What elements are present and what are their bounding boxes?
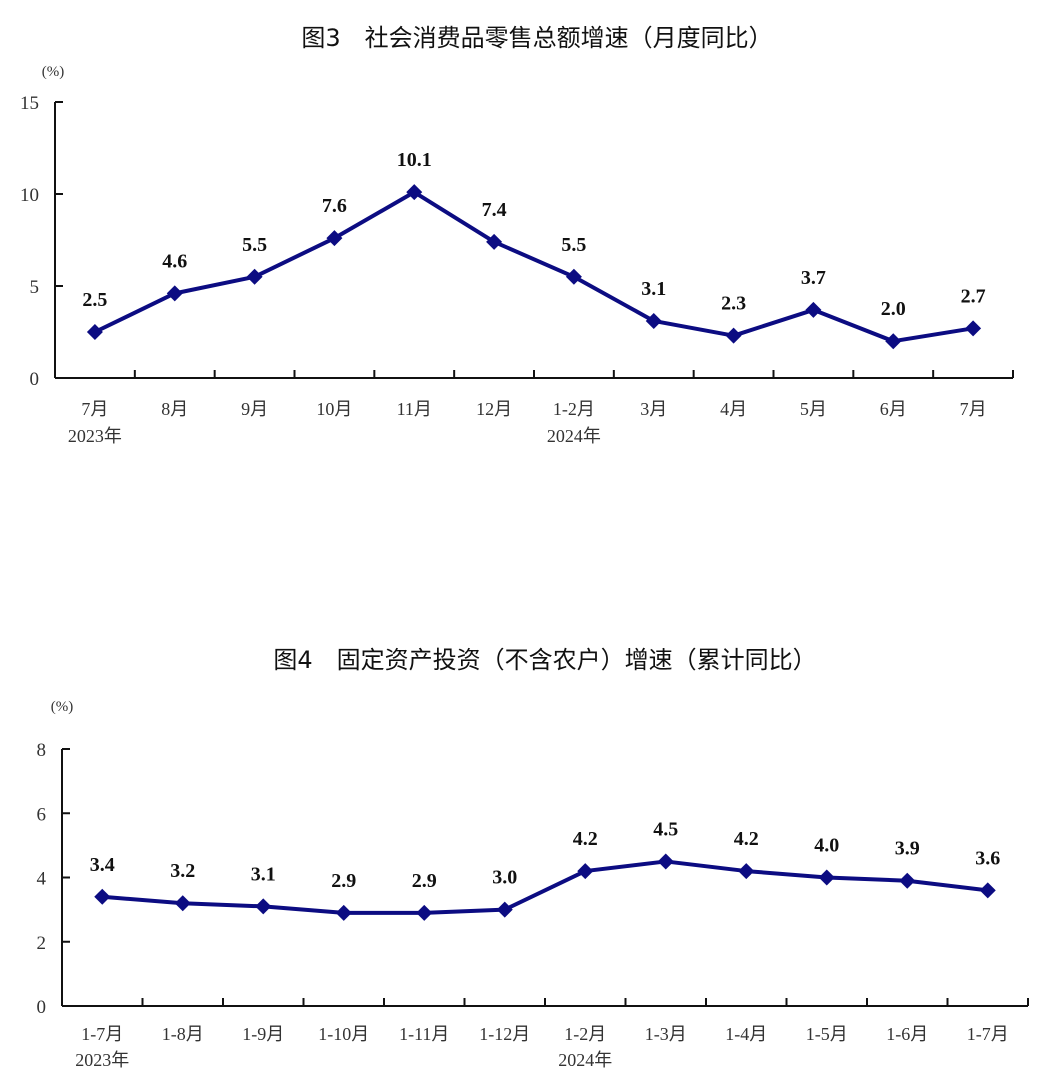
y-axis-unit: (%)	[51, 699, 74, 715]
x-tick-label: 4月	[720, 399, 747, 419]
x-tick-label: 1-5月	[806, 1024, 848, 1044]
data-label: 7.4	[482, 199, 507, 221]
chart-title: 图3 社会消费品零售总额增速（月度同比）	[301, 24, 772, 52]
data-label: 2.3	[721, 293, 746, 315]
data-point-marker	[885, 333, 902, 350]
data-point-marker	[645, 312, 662, 329]
x-tick-label: 1-2月	[564, 1024, 606, 1044]
data-label: 3.1	[641, 278, 666, 300]
data-label: 4.6	[162, 250, 187, 272]
y-tick-label: 4	[37, 869, 47, 890]
data-point-marker	[486, 233, 503, 250]
data-label: 3.6	[975, 847, 1000, 869]
data-label: 2.9	[412, 870, 437, 892]
y-tick-label: 5	[30, 277, 40, 298]
y-tick-label: 0	[30, 369, 40, 390]
data-label: 2.9	[331, 870, 356, 892]
data-label: 7.6	[322, 195, 347, 217]
year-label: 2023年	[75, 1050, 129, 1070]
x-tick-label: 1-8月	[162, 1024, 204, 1044]
data-point-marker	[406, 184, 423, 201]
data-label: 4.2	[734, 828, 759, 850]
y-tick-label: 8	[37, 740, 47, 761]
data-point-marker	[496, 901, 513, 918]
data-point-marker	[86, 324, 103, 340]
y-tick-label: 6	[37, 804, 47, 825]
y-axis-unit: (%)	[42, 64, 65, 80]
data-point-marker	[335, 904, 352, 921]
data-label: 10.1	[397, 149, 432, 171]
data-point-marker	[577, 863, 594, 880]
y-tick-label: 0	[37, 997, 47, 1018]
y-tick-label: 15	[20, 93, 39, 114]
data-point-marker	[94, 888, 111, 905]
x-tick-label: 12月	[476, 399, 512, 419]
data-point-marker	[326, 230, 343, 247]
data-label: 4.5	[653, 818, 678, 840]
data-point-marker	[246, 268, 263, 285]
data-point-marker	[818, 869, 835, 886]
x-tick-label: 1-12月	[479, 1024, 530, 1044]
data-label: 3.1	[251, 863, 276, 885]
data-point-marker	[899, 872, 916, 889]
data-label: 3.0	[492, 867, 517, 889]
year-label: 2024年	[547, 426, 601, 446]
x-tick-label: 3月	[640, 399, 667, 419]
x-tick-label: 6月	[880, 399, 907, 419]
data-label: 3.7	[801, 267, 826, 289]
x-tick-label: 9月	[241, 399, 268, 419]
data-point-marker	[174, 895, 191, 912]
data-label: 2.0	[881, 298, 906, 320]
data-point-marker	[738, 863, 755, 880]
data-point-marker	[255, 898, 272, 915]
x-tick-label: 1-7月	[81, 1024, 123, 1044]
data-point-marker	[416, 904, 433, 921]
data-label: 3.9	[895, 838, 920, 860]
data-label: 4.0	[814, 835, 839, 857]
x-tick-label: 1-3月	[645, 1024, 687, 1044]
data-point-marker	[166, 285, 183, 302]
data-label: 5.5	[242, 234, 267, 256]
data-point-marker	[565, 268, 582, 285]
series-line	[102, 859, 988, 915]
series-line	[94, 190, 974, 344]
x-tick-label: 7月	[81, 399, 108, 419]
x-tick-label: 1-9月	[242, 1024, 284, 1044]
x-tick-label: 1-6月	[886, 1024, 928, 1044]
x-tick-label: 1-11月	[399, 1024, 449, 1044]
year-label: 2023年	[68, 426, 122, 446]
data-label: 3.2	[170, 860, 195, 882]
data-label: 3.4	[90, 854, 115, 876]
x-tick-label: 8月	[161, 399, 188, 419]
x-tick-label: 1-2月	[553, 399, 595, 419]
year-label: 2024年	[558, 1050, 612, 1070]
data-label: 4.2	[573, 828, 598, 850]
data-label: 5.5	[561, 234, 586, 256]
x-tick-label: 10月	[316, 399, 352, 419]
x-tick-label: 5月	[800, 399, 827, 419]
y-tick-label: 10	[20, 185, 39, 206]
x-tick-label: 11月	[397, 399, 432, 419]
data-point-marker	[979, 882, 996, 899]
x-tick-label: 1-10月	[318, 1024, 369, 1044]
x-tick-label: 1-7月	[967, 1024, 1009, 1044]
x-tick-label: 1-4月	[725, 1024, 767, 1044]
data-label: 2.7	[961, 285, 986, 307]
data-point-marker	[965, 320, 982, 337]
x-tick-label: 7月	[960, 399, 987, 419]
data-point-marker	[725, 327, 742, 344]
chart-title: 图4 固定资产投资（不含农户）增速（累计同比）	[273, 646, 816, 674]
data-point-marker	[657, 853, 674, 870]
data-point-marker	[805, 301, 822, 318]
data-label: 2.5	[82, 289, 107, 311]
y-tick-label: 2	[37, 933, 47, 954]
